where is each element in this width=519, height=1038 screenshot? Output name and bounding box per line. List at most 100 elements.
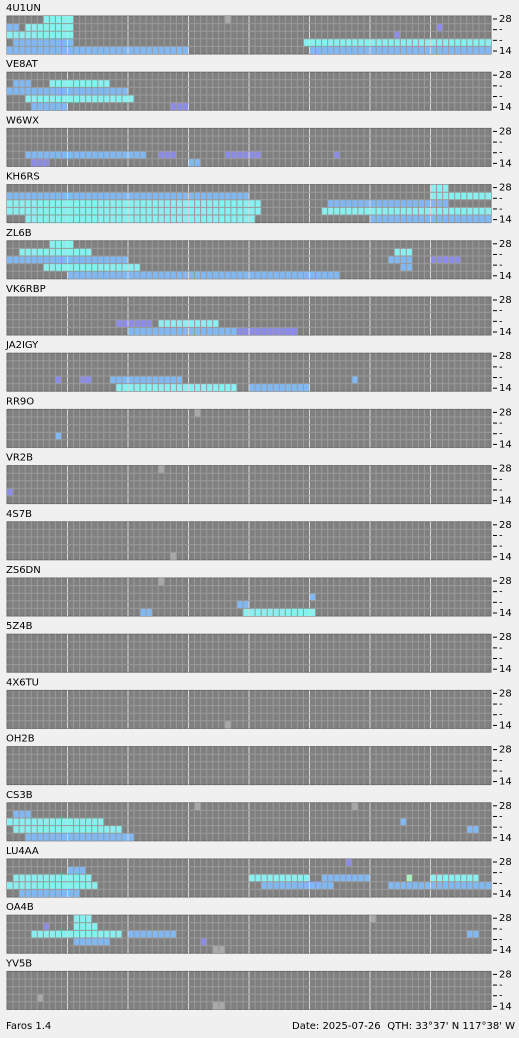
signal-cell (194, 802, 201, 811)
signal-cell (97, 833, 104, 841)
signal-cell (43, 207, 50, 215)
signal-cell (164, 271, 171, 279)
signal-cell (158, 271, 165, 279)
signal-cell (19, 31, 26, 39)
station-name: OH2B (6, 734, 35, 745)
signal-cell (121, 207, 128, 215)
signal-cell (79, 151, 86, 159)
signal-cell (79, 46, 86, 54)
signal-cell (388, 46, 395, 54)
band-label: - (499, 541, 503, 552)
signal-cell (158, 192, 165, 200)
signal-cell (43, 199, 50, 208)
signal-cell (43, 192, 50, 200)
signal-cell (49, 31, 56, 39)
signal-cell (188, 192, 195, 200)
band-label: - (499, 991, 503, 1002)
signal-cell (200, 207, 207, 215)
signal-cell (224, 199, 231, 208)
signal-cell (164, 327, 171, 335)
signal-cell (19, 79, 26, 88)
signal-cell (212, 192, 219, 200)
signal-cell (484, 192, 491, 200)
signal-cell (67, 151, 74, 159)
band-label: 14 (499, 664, 512, 675)
qth: QTH: 33°37' N 117°38' W (387, 1021, 515, 1032)
signal-cell (188, 207, 195, 215)
signal-cell (164, 199, 171, 208)
signal-cell (43, 263, 50, 272)
signal-cell (242, 215, 249, 223)
signal-cell (97, 95, 104, 103)
signal-cell (140, 608, 147, 616)
signal-cell (400, 818, 407, 826)
signal-cell (454, 207, 461, 215)
signal-cell (134, 930, 141, 938)
signal-cell (43, 38, 50, 47)
signal-cell (13, 31, 20, 39)
signal-cell (67, 87, 74, 95)
signal-cell (436, 256, 443, 264)
signal-cell (418, 199, 425, 208)
signal-cell (13, 825, 20, 834)
signal-cell (412, 215, 419, 223)
signal-cell (315, 46, 322, 54)
signal-cell (152, 376, 159, 384)
signal-cell (37, 818, 44, 826)
signal-cell (339, 38, 346, 47)
signal-cell (43, 151, 50, 159)
signal-cell (376, 215, 383, 223)
signal-cell (424, 38, 431, 47)
signal-cell (297, 874, 304, 882)
signal-cell (85, 922, 92, 931)
signal-cell (224, 151, 231, 159)
signal-cell (134, 215, 141, 223)
signal-cell (43, 818, 50, 826)
signal-cell (19, 881, 26, 890)
band-label: 28 (499, 351, 512, 362)
signal-cell (13, 874, 20, 882)
signal-cell (55, 930, 62, 938)
signal-cell (400, 38, 407, 47)
signal-cell (25, 215, 32, 223)
signal-cell (79, 256, 86, 264)
signal-cell (19, 825, 26, 834)
signal-cell (85, 199, 92, 208)
signal-cell (412, 38, 419, 47)
signal-cell (146, 192, 153, 200)
signal-cell (109, 930, 116, 938)
signal-cell (176, 327, 183, 335)
band-label: 14 (499, 496, 512, 507)
signal-cell (73, 938, 80, 946)
signal-cell (394, 256, 401, 264)
signal-cell (128, 199, 135, 208)
signal-cell (285, 874, 292, 882)
signal-cell (121, 199, 128, 208)
signal-cell (109, 256, 116, 264)
signal-cell (394, 46, 401, 54)
signal-cell (146, 207, 153, 215)
station-name: VK6RBP (6, 284, 46, 295)
signal-cell (273, 881, 280, 890)
signal-cell (400, 881, 407, 890)
signal-cell (43, 881, 50, 890)
signal-cell (339, 207, 346, 215)
signal-cell (43, 889, 50, 897)
signal-cell (249, 608, 256, 616)
signal-cell (376, 46, 383, 54)
signal-cell (291, 608, 298, 616)
signal-cell (394, 31, 401, 39)
signal-cell (170, 319, 177, 328)
signal-cell (25, 79, 32, 88)
signal-cell (67, 930, 74, 938)
signal-cell (31, 95, 38, 103)
signal-cell (61, 46, 68, 54)
signal-cell (309, 271, 316, 279)
signal-cell (91, 922, 98, 931)
signal-cell (321, 46, 328, 54)
signal-cell (236, 271, 243, 279)
signal-cell (333, 38, 340, 47)
signal-cell (73, 818, 80, 826)
signal-cell (37, 23, 44, 32)
signal-cell (97, 818, 104, 826)
